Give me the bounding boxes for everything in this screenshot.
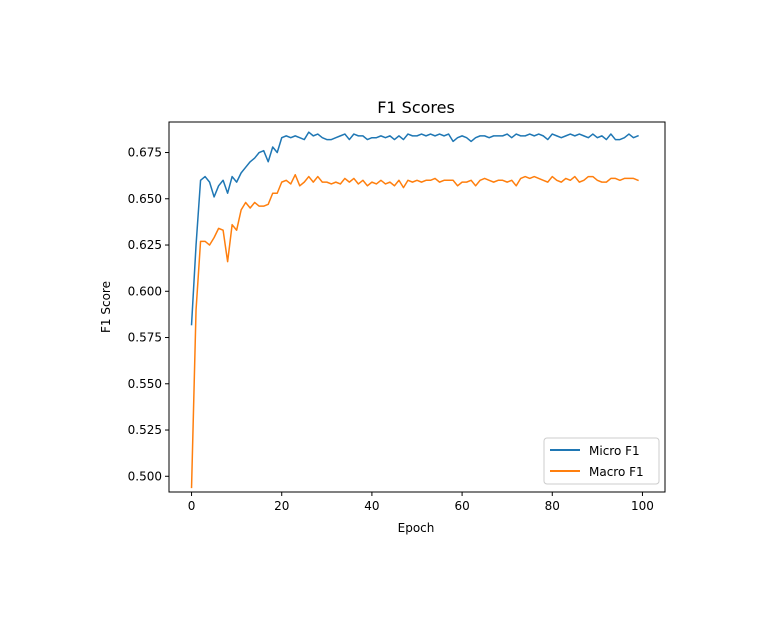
legend-label-micro-f1: Micro F1 <box>589 444 640 458</box>
x-tick-label: 60 <box>454 499 469 513</box>
legend: Micro F1 Macro F1 <box>543 437 660 485</box>
x-tick-label: 0 <box>188 499 196 513</box>
plot-frame <box>168 121 666 493</box>
y-tick-label: 0.600 <box>128 284 162 298</box>
series-line-macro-f1 <box>190 173 639 489</box>
x-axis-label: Epoch <box>398 521 435 535</box>
y-axis-ticks: 0.500 0.525 0.550 0.575 0.600 0.625 0.650 0.675 <box>128 146 169 483</box>
series-line-micro-f1 <box>190 131 639 326</box>
x-tick-label: 20 <box>274 499 289 513</box>
y-tick-label: 0.500 <box>128 469 162 483</box>
legend-label-macro-f1: Macro F1 <box>589 465 644 479</box>
series-lines <box>190 131 639 489</box>
y-tick-label: 0.650 <box>128 192 162 206</box>
y-tick-label: 0.525 <box>128 423 162 437</box>
x-tick-label: 100 <box>631 499 654 513</box>
y-tick-label: 0.625 <box>128 238 162 252</box>
x-tick-label: 40 <box>364 499 379 513</box>
x-axis-ticks: 0 20 40 60 80 100 <box>188 492 654 513</box>
y-tick-label: 0.550 <box>128 377 162 391</box>
x-tick-label: 80 <box>545 499 560 513</box>
y-tick-label: 0.575 <box>128 331 162 345</box>
chart-title: F1 Scores <box>377 98 455 117</box>
y-axis-label: F1 Score <box>99 281 113 333</box>
y-tick-label: 0.675 <box>128 146 162 160</box>
